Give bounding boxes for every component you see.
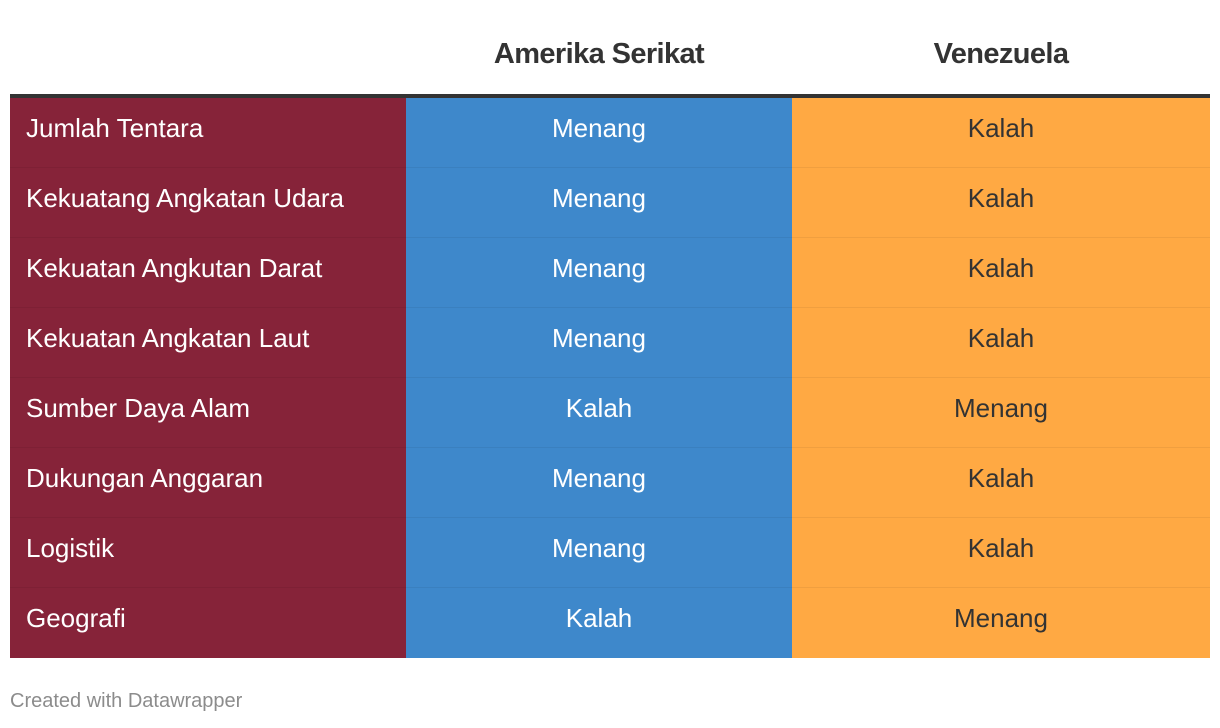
cell-venezuela: Menang: [792, 588, 1210, 658]
row-label: Jumlah Tentara: [10, 98, 406, 168]
table-row: Kekuatan Angkutan Darat Menang Kalah: [10, 238, 1210, 308]
cell-amerika-serikat: Menang: [406, 168, 792, 238]
table-row: Jumlah Tentara Menang Kalah: [10, 98, 1210, 168]
table-row: Geografi Kalah Menang: [10, 588, 1210, 658]
row-label: Sumber Daya Alam: [10, 378, 406, 448]
cell-amerika-serikat: Kalah: [406, 588, 792, 658]
cell-amerika-serikat: Menang: [406, 308, 792, 378]
column-header-amerika-serikat: Amerika Serikat: [493, 38, 705, 70]
cell-venezuela: Menang: [792, 378, 1210, 448]
cell-amerika-serikat: Menang: [406, 448, 792, 518]
cell-venezuela: Kalah: [792, 448, 1210, 518]
row-label: Geografi: [10, 588, 406, 658]
datawrapper-credit: Created with Datawrapper: [10, 690, 243, 712]
table-row: Kekuatang Angkatan Udara Menang Kalah: [10, 168, 1210, 238]
cell-amerika-serikat: Menang: [406, 518, 792, 588]
table-row: Kekuatan Angkatan Laut Menang Kalah: [10, 308, 1210, 378]
row-label: Kekuatan Angkatan Laut: [10, 308, 406, 378]
row-label: Logistik: [10, 518, 406, 588]
table-body: Jumlah Tentara Menang Kalah Kekuatang Angka…: [10, 98, 1210, 658]
table-row: Sumber Daya Alam Kalah Menang: [10, 378, 1210, 448]
cell-venezuela: Kalah: [792, 308, 1210, 378]
row-label: Kekuatang Angkatan Udara: [10, 168, 406, 238]
cell-amerika-serikat: Menang: [406, 238, 792, 308]
column-header-venezuela: Venezuela: [933, 38, 1069, 70]
cell-venezuela: Kalah: [792, 518, 1210, 588]
cell-venezuela: Kalah: [792, 238, 1210, 308]
table-row: Logistik Menang Kalah: [10, 518, 1210, 588]
table-row: Dukungan Anggaran Menang Kalah: [10, 448, 1210, 518]
row-label: Dukungan Anggaran: [10, 448, 406, 518]
row-label: Kekuatan Angkutan Darat: [10, 238, 406, 308]
cell-venezuela: Kalah: [792, 98, 1210, 168]
cell-amerika-serikat: Kalah: [406, 378, 792, 448]
cell-amerika-serikat: Menang: [406, 98, 792, 168]
header-rule: [10, 94, 1210, 98]
cell-venezuela: Kalah: [792, 168, 1210, 238]
table-header: Amerika Serikat Venezuela: [10, 0, 1210, 94]
